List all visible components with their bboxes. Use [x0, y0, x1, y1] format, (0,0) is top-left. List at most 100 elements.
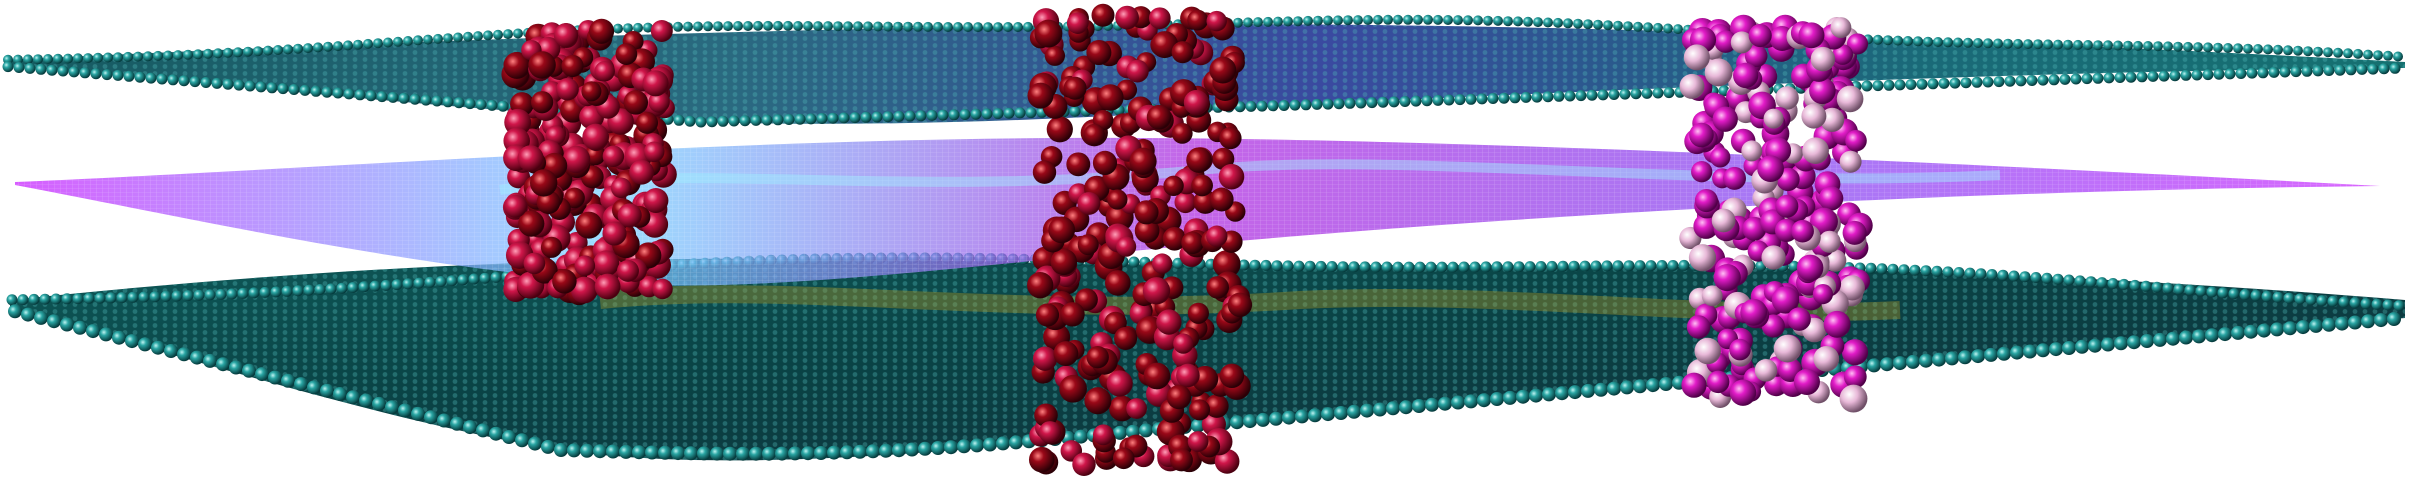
atom [2301, 65, 2313, 77]
atom [1191, 174, 1213, 197]
atom [2393, 51, 2403, 62]
atom [376, 91, 388, 103]
atom [1313, 15, 1323, 26]
atom [2279, 66, 2291, 78]
atom [918, 441, 932, 456]
atom [268, 370, 282, 385]
atom [933, 21, 943, 32]
atom [1564, 90, 1576, 102]
atom [281, 285, 293, 297]
atom [1830, 17, 1852, 39]
atom [1612, 260, 1624, 272]
atom [793, 21, 803, 31]
atom [503, 51, 531, 79]
atom [2052, 273, 2064, 285]
atom [1344, 97, 1356, 109]
atom [1425, 261, 1437, 273]
atom [1513, 16, 1523, 27]
atom [1053, 341, 1079, 367]
atom [610, 177, 632, 199]
atom [2335, 316, 2349, 331]
atom [1798, 22, 1825, 49]
atom [1597, 89, 1609, 101]
atom [475, 99, 487, 110]
atom [1423, 14, 1433, 25]
atom [343, 40, 353, 51]
atom [1388, 96, 1400, 108]
atom [2073, 39, 2083, 50]
atom [1960, 77, 1972, 89]
atom [580, 443, 594, 458]
atom [1659, 377, 1673, 391]
atom [1028, 446, 1055, 473]
atom [1607, 381, 1621, 396]
atom [1802, 137, 1829, 165]
atom [1243, 17, 1253, 28]
atom [281, 373, 295, 388]
atom [1568, 385, 1582, 400]
atom [1072, 452, 1096, 477]
atom [863, 21, 873, 32]
atom [2074, 275, 2086, 287]
atom [1115, 236, 1137, 257]
atom [1706, 370, 1730, 394]
atom [1813, 345, 1840, 372]
atom [1931, 265, 1943, 277]
atom [1106, 370, 1133, 397]
atom [1126, 398, 1147, 419]
atom [783, 20, 793, 31]
atom [226, 288, 238, 300]
atom [2334, 64, 2346, 76]
atom [138, 291, 150, 303]
atom [871, 111, 883, 123]
atom [453, 32, 463, 43]
atom [540, 236, 563, 258]
atom [2223, 43, 2233, 53]
atom [2113, 40, 2123, 51]
atom [171, 290, 183, 302]
atom [200, 77, 212, 88]
atom [629, 159, 654, 185]
atom [2224, 68, 2236, 80]
atom [1535, 261, 1547, 272]
atom [1129, 147, 1157, 175]
atom [518, 210, 545, 237]
atom [1771, 286, 1800, 314]
atom [1971, 76, 1983, 88]
atom [2257, 323, 2271, 338]
atom [1060, 302, 1085, 327]
atom [1984, 347, 1998, 362]
atom [959, 109, 971, 120]
atom [794, 113, 806, 125]
atom [86, 324, 100, 339]
atom [528, 436, 542, 451]
atom [1245, 100, 1257, 112]
atom [336, 282, 348, 294]
atom [2103, 40, 2113, 51]
atom [1712, 106, 1738, 132]
atom [503, 29, 513, 40]
atom [1187, 431, 1209, 452]
atom [2026, 75, 2038, 86]
atom [1633, 379, 1647, 394]
atom [1688, 244, 1717, 272]
atom [528, 51, 556, 79]
atom [2323, 65, 2335, 76]
atom [323, 41, 333, 52]
atom [423, 34, 433, 45]
atom [2163, 41, 2173, 52]
atom [2268, 66, 2280, 78]
atom [1206, 225, 1228, 247]
atom [1009, 435, 1023, 450]
atom [1464, 394, 1478, 409]
atom [60, 317, 74, 332]
atom [1796, 254, 1824, 282]
atom [1086, 346, 1109, 369]
atom [2023, 344, 2037, 359]
atom [153, 50, 163, 61]
atom [1086, 39, 1112, 66]
atom [838, 112, 850, 124]
atom [313, 42, 323, 53]
atom [1694, 337, 1721, 365]
